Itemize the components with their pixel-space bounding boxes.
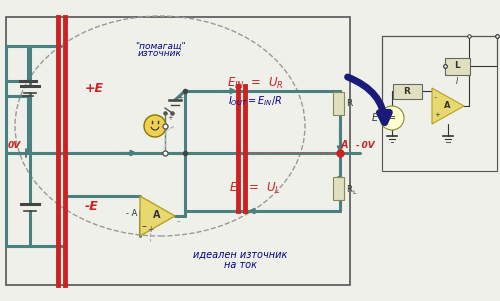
Text: L: L <box>352 191 356 196</box>
Text: I: I <box>456 76 458 85</box>
Text: +: + <box>147 225 153 234</box>
Text: A: A <box>341 140 348 150</box>
Text: - 0V: - 0V <box>356 141 375 150</box>
Text: +: + <box>167 115 173 121</box>
Text: идеален източник: идеален източник <box>193 250 287 260</box>
Bar <box>6 17 350 285</box>
Text: на ток: на ток <box>224 260 256 270</box>
FancyBboxPatch shape <box>444 57 469 75</box>
Text: –: – <box>434 94 438 100</box>
Text: E: E <box>372 113 378 123</box>
Polygon shape <box>432 88 464 124</box>
Text: –: – <box>142 221 147 231</box>
Text: източник: източник <box>138 49 182 58</box>
Text: A: A <box>153 210 161 220</box>
FancyBboxPatch shape <box>332 92 344 114</box>
Text: R: R <box>346 98 352 107</box>
Text: +: + <box>434 112 440 118</box>
Text: -E: -E <box>85 200 99 213</box>
Text: A: A <box>444 101 450 110</box>
Text: 0V: 0V <box>8 141 21 150</box>
Text: +E: +E <box>85 82 104 95</box>
Text: +: + <box>177 95 183 101</box>
Text: R: R <box>346 185 352 194</box>
Text: $E_{IN}$  =  $U_R$: $E_{IN}$ = $U_R$ <box>226 76 283 91</box>
Text: $I_{OUT}=E_{IN}/R$: $I_{OUT}=E_{IN}/R$ <box>228 94 282 108</box>
Text: L: L <box>454 61 460 70</box>
Text: "помагащ": "помагащ" <box>134 42 186 51</box>
FancyBboxPatch shape <box>332 176 344 200</box>
Circle shape <box>380 106 404 130</box>
Text: - A: - A <box>126 209 137 219</box>
Text: $E_L$  =  $U_L$: $E_L$ = $U_L$ <box>229 181 281 196</box>
Text: –: – <box>177 218 180 224</box>
Text: =: = <box>388 113 396 123</box>
Text: R: R <box>404 86 410 95</box>
Polygon shape <box>140 196 175 236</box>
FancyBboxPatch shape <box>392 83 422 98</box>
Circle shape <box>144 115 166 137</box>
Bar <box>382 36 497 171</box>
